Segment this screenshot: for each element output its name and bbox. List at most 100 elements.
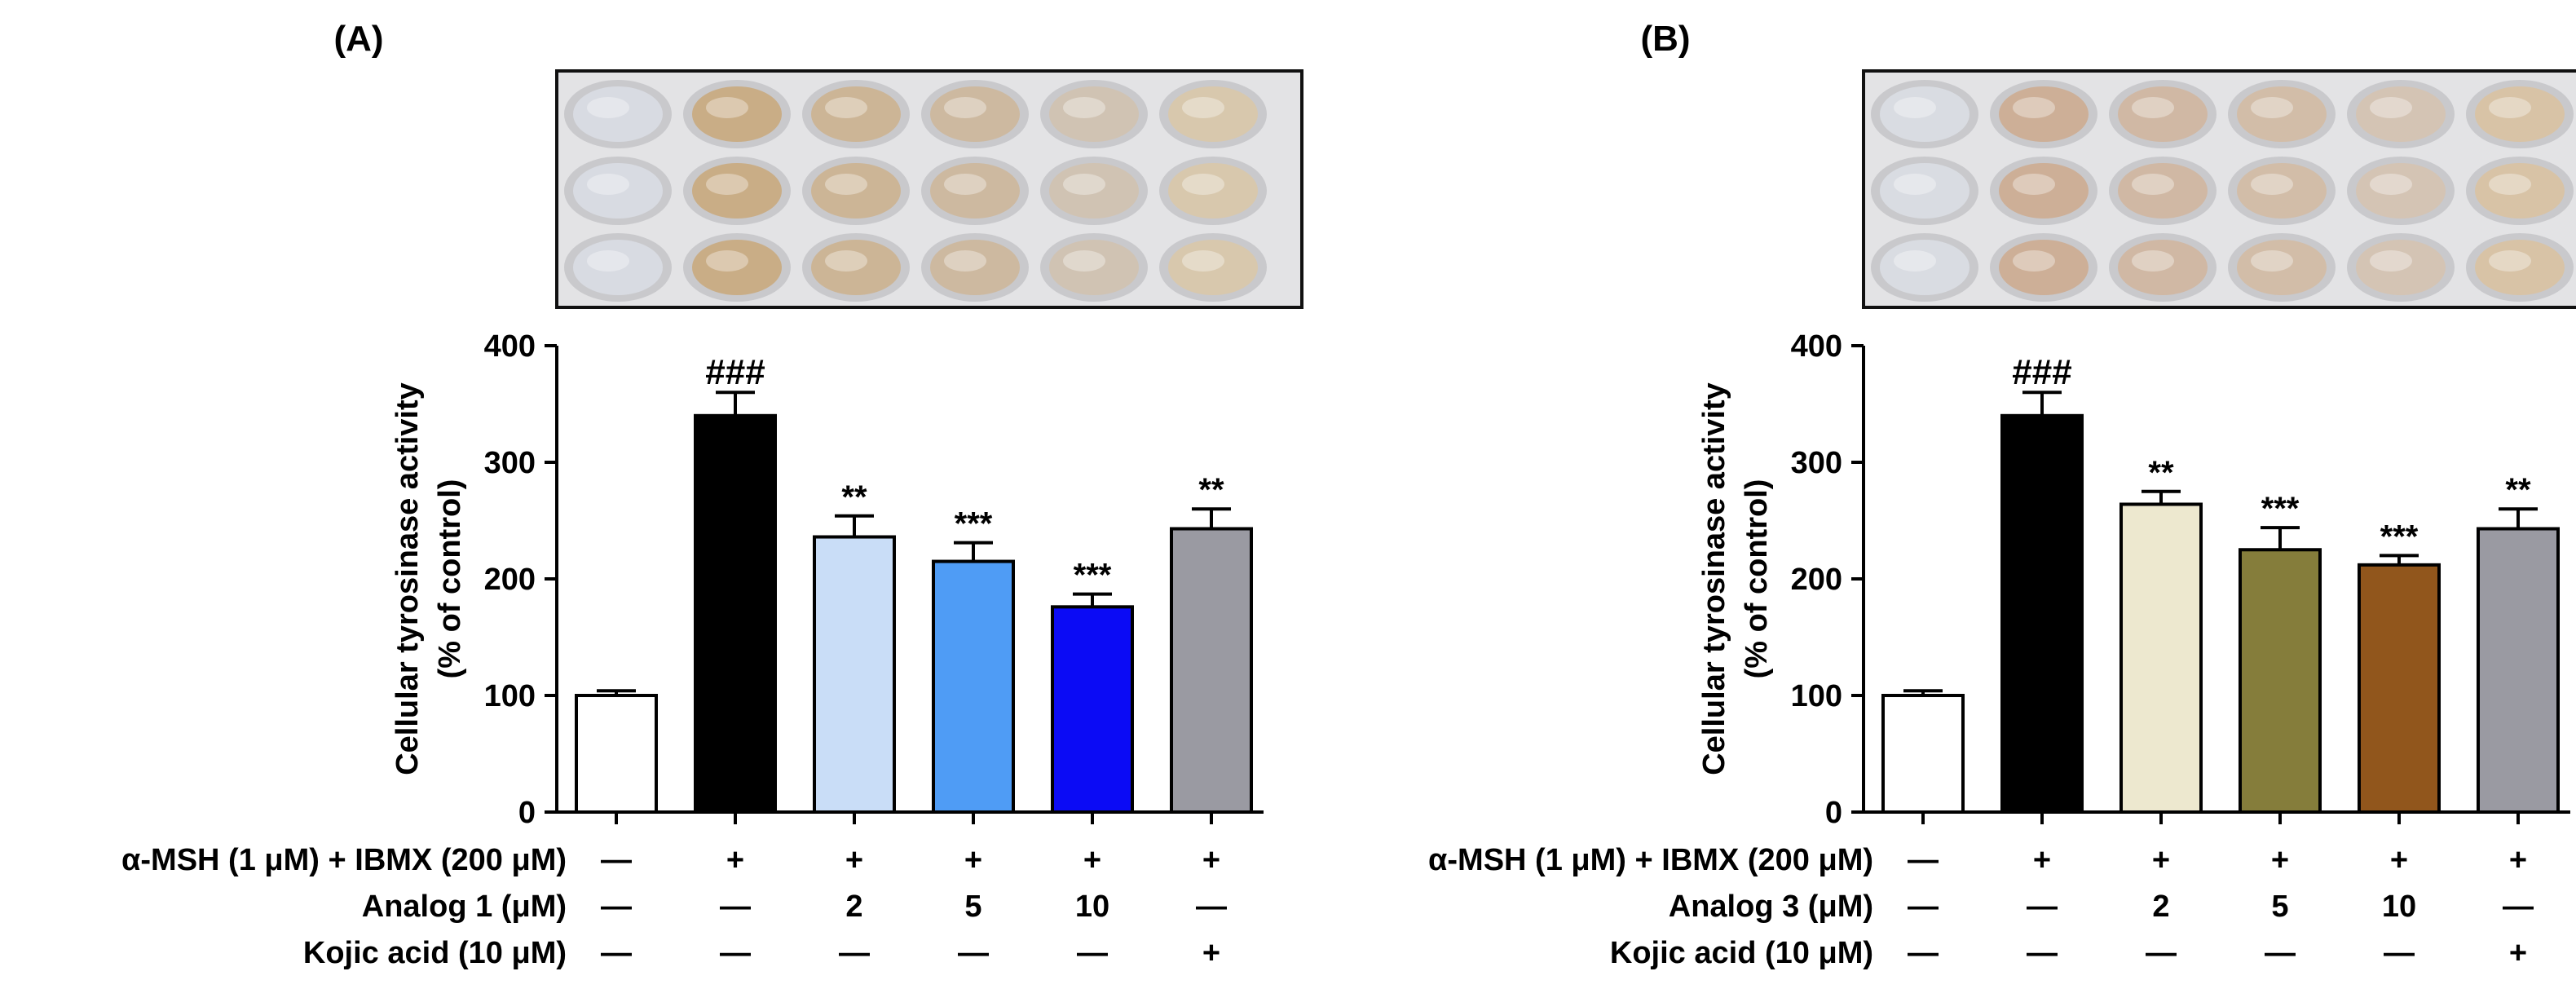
well-plate-photo bbox=[555, 69, 1303, 309]
treatment-cell: + bbox=[2152, 843, 2170, 877]
well bbox=[2475, 240, 2565, 295]
bar bbox=[2119, 502, 2203, 814]
well bbox=[811, 163, 901, 219]
treatment-cell: — bbox=[839, 936, 870, 970]
well bbox=[1049, 163, 1139, 219]
well bbox=[2237, 163, 2327, 219]
significance-label: ** bbox=[2148, 455, 2174, 491]
well-highlight bbox=[2489, 174, 2531, 195]
well bbox=[2356, 86, 2446, 142]
well-plate-photo bbox=[1862, 69, 2576, 309]
bars: ###********** bbox=[575, 352, 1253, 815]
well-highlight bbox=[2370, 174, 2412, 195]
well-highlight bbox=[2132, 250, 2174, 272]
bar bbox=[1170, 527, 1253, 814]
bar bbox=[1051, 605, 1134, 814]
well-highlight bbox=[1063, 97, 1105, 118]
bar bbox=[575, 694, 658, 814]
well bbox=[2118, 86, 2208, 142]
treatment-cell: — bbox=[1908, 843, 1939, 877]
well bbox=[2237, 86, 2327, 142]
well bbox=[692, 163, 782, 219]
treatment-cell: + bbox=[2390, 843, 2408, 877]
treatment-cell: — bbox=[2146, 936, 2177, 970]
significance-label: ** bbox=[841, 479, 867, 515]
y-tick-label: 0 bbox=[1825, 796, 1842, 830]
well-highlight bbox=[587, 250, 629, 272]
treatment-cell: + bbox=[726, 843, 744, 877]
well-highlight bbox=[1894, 250, 1936, 272]
well-highlight bbox=[825, 174, 867, 195]
well bbox=[1999, 86, 2089, 142]
y-axis-label-unit: (% of control) bbox=[1740, 479, 1774, 679]
treatment-cell: — bbox=[958, 936, 989, 970]
well-highlight bbox=[2251, 97, 2293, 118]
well-highlight bbox=[587, 97, 629, 118]
treatment-cell: — bbox=[2027, 936, 2058, 970]
well-highlight bbox=[944, 250, 986, 272]
bars: ###********** bbox=[1881, 352, 2560, 815]
treatment-cell: + bbox=[2509, 936, 2527, 970]
well-highlight bbox=[1182, 174, 1224, 195]
well bbox=[2237, 240, 2327, 295]
treatment-table: α-MSH (1 μM) + IBMX (200 μM) — + + + + + Analog… bbox=[1428, 843, 2534, 970]
treatment-cell: — bbox=[2027, 890, 2058, 924]
well-highlight bbox=[944, 174, 986, 195]
treatment-cell: — bbox=[601, 843, 632, 877]
treatment-cell: + bbox=[845, 843, 863, 877]
significance-label: ### bbox=[2012, 352, 2071, 392]
bar bbox=[2239, 548, 2322, 814]
well bbox=[2475, 86, 2565, 142]
well bbox=[573, 86, 663, 142]
significance-label: *** bbox=[955, 506, 993, 542]
well bbox=[1880, 240, 1969, 295]
well-highlight bbox=[706, 250, 748, 272]
y-tick-label: 200 bbox=[1791, 563, 1842, 597]
well bbox=[811, 240, 901, 295]
treatment-row-label: α-MSH (1 μM) + IBMX (200 μM) bbox=[1428, 843, 1873, 877]
bar bbox=[813, 535, 896, 815]
y-tick-label: 0 bbox=[518, 796, 536, 830]
y-tick-label: 400 bbox=[1791, 329, 1842, 364]
well-highlight bbox=[706, 97, 748, 118]
well bbox=[692, 240, 782, 295]
well-highlight bbox=[2251, 174, 2293, 195]
well bbox=[930, 86, 1020, 142]
bar bbox=[1881, 694, 1965, 814]
well-highlight bbox=[1063, 174, 1105, 195]
y-axis-title: Cellular tyrosinase activity (% of contro… bbox=[1697, 382, 1774, 775]
treatment-cell: — bbox=[1196, 890, 1227, 924]
photo-frame bbox=[1862, 69, 2576, 309]
well bbox=[1049, 240, 1139, 295]
y-axis-label: Cellular tyrosinase activity bbox=[390, 382, 425, 775]
treatment-cell: — bbox=[601, 890, 632, 924]
treatment-cell: + bbox=[2033, 843, 2051, 877]
well-highlight bbox=[2132, 97, 2174, 118]
bar bbox=[932, 559, 1015, 814]
treatment-cell: 10 bbox=[2382, 890, 2416, 924]
well bbox=[2475, 163, 2565, 219]
well-highlight bbox=[2013, 250, 2055, 272]
axes: 0 100 200 300 400 bbox=[1791, 329, 2570, 830]
treatment-cell: — bbox=[2503, 890, 2534, 924]
y-axis-label-unit: (% of control) bbox=[433, 479, 467, 679]
well-highlight bbox=[1894, 97, 1936, 118]
well bbox=[930, 163, 1020, 219]
well-highlight bbox=[2489, 97, 2531, 118]
well-highlight bbox=[2489, 250, 2531, 272]
treatment-row-label: Analog 3 (μM) bbox=[1669, 890, 1873, 924]
well bbox=[692, 86, 782, 142]
well-highlight bbox=[706, 174, 748, 195]
well bbox=[2356, 163, 2446, 219]
well-highlight bbox=[825, 97, 867, 118]
y-tick-label: 400 bbox=[484, 329, 536, 364]
axes: 0 100 200 300 400 bbox=[484, 329, 1264, 830]
well bbox=[573, 240, 663, 295]
well bbox=[2118, 163, 2208, 219]
significance-label: *** bbox=[2380, 519, 2419, 554]
well bbox=[1880, 163, 1969, 219]
well-highlight bbox=[944, 97, 986, 118]
well bbox=[1168, 163, 1258, 219]
significance-label: *** bbox=[2261, 491, 2300, 527]
well-highlight bbox=[825, 250, 867, 272]
